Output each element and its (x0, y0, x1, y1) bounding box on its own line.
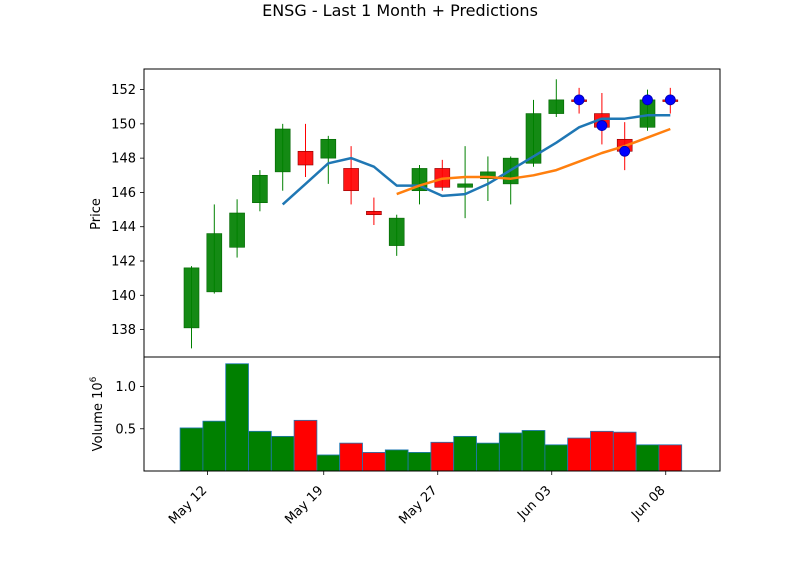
price-tick-label: 138 (111, 323, 136, 338)
candle-body (229, 212, 245, 248)
volume-bar (225, 363, 249, 472)
price-tick-label: 140 (111, 289, 136, 304)
volume-bar (248, 430, 272, 472)
x-tick-label: May 19 (282, 483, 326, 527)
volume-bar (179, 427, 204, 472)
x-tick-label: May 12 (166, 483, 210, 527)
ma-short-line (281, 114, 671, 206)
volume-bar (202, 420, 227, 472)
candle (480, 156, 496, 201)
price-tick-label: 144 (111, 220, 136, 235)
candle (206, 204, 223, 294)
volume-bar (498, 432, 523, 472)
candle (320, 135, 337, 184)
candle-body (525, 113, 542, 164)
x-tick-label: Jun 03 (514, 483, 554, 523)
candle-body (343, 168, 359, 192)
candle (548, 79, 565, 117)
volume-bar (270, 435, 295, 472)
volume-bar (339, 442, 363, 472)
volume-bar (384, 449, 409, 472)
candle (297, 123, 314, 177)
candle (343, 146, 359, 205)
prediction-point (573, 94, 585, 106)
price-panel: 138 140 142 144 146 148 150 152 (111, 68, 721, 358)
candle (457, 146, 473, 219)
volume-bar (362, 452, 386, 472)
candle-body (366, 210, 382, 216)
price-tick-label: 150 (111, 117, 136, 132)
candle-body (480, 171, 496, 180)
volume-label-text: Volume 106 (89, 376, 106, 451)
prediction-point (664, 94, 676, 106)
candle-body (183, 267, 200, 329)
volume-bar (476, 442, 500, 472)
candle-body (206, 233, 223, 293)
prediction-point (619, 145, 631, 157)
volume-bar (316, 454, 341, 472)
volume-bar (612, 431, 637, 472)
candle-body (297, 150, 314, 166)
candle-body (457, 183, 473, 188)
prediction-point (642, 94, 653, 106)
price-tick-label: 152 (111, 83, 136, 98)
volume-bar (658, 444, 683, 472)
candle (274, 123, 291, 191)
candle (183, 266, 200, 349)
chart-title: ENSG - Last 1 Month + Predictions (262, 1, 538, 20)
candle (252, 170, 268, 212)
prediction-point (596, 120, 608, 131)
price-tick-label: 148 (111, 152, 136, 167)
volume-bar (293, 419, 318, 472)
volume-tick-label: 1.0 (115, 380, 136, 395)
candle-body (274, 128, 291, 173)
volume-bar (567, 437, 591, 472)
candle-body (252, 174, 268, 204)
x-tick-label: May 27 (396, 483, 440, 527)
candle (366, 197, 382, 225)
volume-panel: 0.5 1.0 May 12 May 19 May 27 Jun 03 Jun 08 (115, 356, 721, 527)
volume-axis-label: Volume 106 (89, 376, 106, 451)
candle-body (388, 217, 405, 246)
price-tick-label: 146 (111, 186, 136, 201)
volume-bar (544, 444, 569, 472)
candle (229, 199, 245, 258)
candle (388, 214, 405, 256)
candle-body (548, 99, 565, 114)
volume-bar (407, 452, 432, 472)
volume-bar (430, 441, 455, 472)
price-tick-label: 142 (111, 255, 136, 270)
volume-bar (590, 430, 614, 472)
candle-body (320, 138, 337, 159)
x-tick-label: Jun 08 (628, 483, 668, 523)
volume-bar (635, 444, 660, 472)
price-axis-label: Price (89, 198, 104, 230)
volume-bar (453, 435, 477, 472)
volume-tick-label: 0.5 (115, 422, 136, 437)
volume-bar (521, 430, 546, 472)
volume-frame (143, 356, 721, 472)
